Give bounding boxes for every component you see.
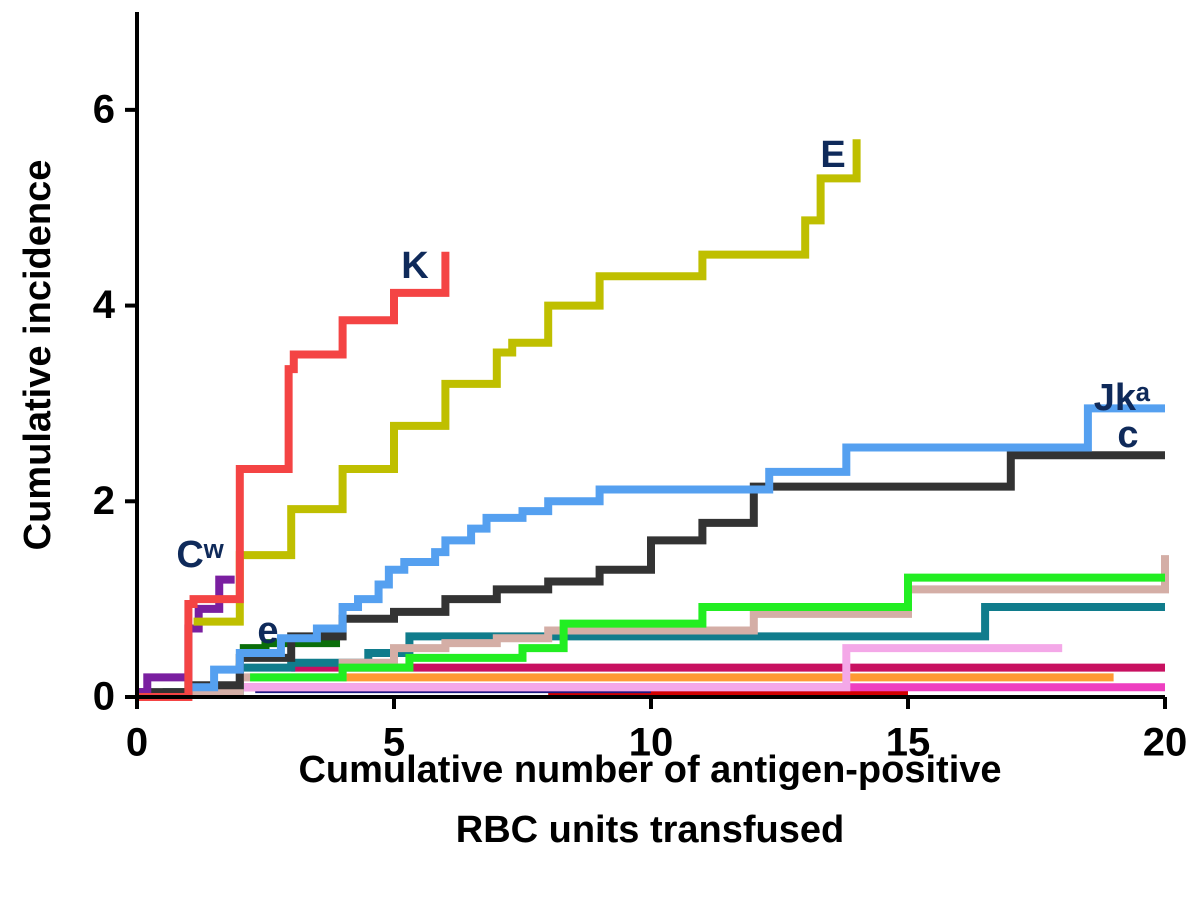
y-axis-title: Cumulative incidence <box>17 160 59 551</box>
x-axis-title: RBC units transfused <box>456 809 844 851</box>
x-tick-label: 0 <box>126 721 148 765</box>
series-label: e <box>257 610 278 652</box>
series-label: K <box>401 245 429 287</box>
series-label: E <box>820 134 845 176</box>
series-line <box>137 251 450 701</box>
series-line <box>250 573 1165 682</box>
y-tick-label: 6 <box>93 87 115 131</box>
x-tick-label: 10 <box>629 721 674 765</box>
series-line <box>239 639 341 653</box>
series-line <box>239 644 1063 692</box>
x-tick-label: 20 <box>1143 721 1188 765</box>
x-tick-label: 15 <box>886 721 931 765</box>
series-line <box>137 451 1165 697</box>
series-line <box>193 139 861 626</box>
series-line <box>137 575 235 697</box>
x-axis-title: Cumulative number of antigen-positive <box>298 749 1001 791</box>
series-label: Cʷ <box>176 534 224 576</box>
series-label: Jkᵃ <box>1094 377 1151 419</box>
y-tick-label: 2 <box>93 479 115 523</box>
series-label: c <box>1117 414 1138 456</box>
x-tick-label: 5 <box>383 721 405 765</box>
y-tick-label: 0 <box>93 675 115 719</box>
y-tick-label: 4 <box>93 283 116 327</box>
series-line <box>188 404 1165 692</box>
